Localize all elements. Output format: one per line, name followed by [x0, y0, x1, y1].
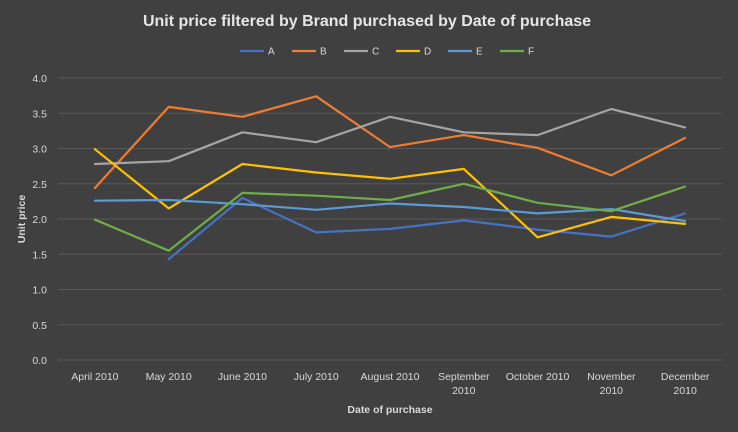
series-line-a — [167, 196, 687, 261]
legend-item-c: C — [344, 47, 379, 58]
legend-label: E — [476, 47, 483, 58]
y-tick-label: 0.0 — [32, 355, 47, 367]
x-axis-ticks: April 2010 May 2010 June 2010 July 2010 Augu… — [71, 371, 710, 397]
y-tick-label: 3.0 — [32, 144, 47, 156]
x-axis-title: Date of purchase — [347, 404, 432, 416]
y-tick-label: 2.0 — [32, 214, 47, 226]
y-tick-label: 1.0 — [32, 285, 47, 297]
x-tick-label: October 2010 — [506, 371, 570, 383]
x-tick-label: July 2010 — [294, 371, 339, 383]
series-line-f — [93, 182, 687, 252]
legend-item-b: B — [292, 47, 327, 58]
legend-item-f: F — [500, 47, 534, 58]
series-line-d — [93, 148, 687, 239]
legend-item-d: D — [396, 47, 431, 58]
legend-item-a: A — [240, 47, 275, 58]
x-tick-label: May 2010 — [146, 371, 192, 383]
x-tick-label: September 2010 — [438, 371, 490, 397]
x-tick-label: December 2010 — [661, 371, 710, 397]
y-axis-ticks: 0.0 0.5 1.0 1.5 2.0 2.5 3.0 3.5 4.0 — [32, 73, 47, 367]
gridlines — [58, 77, 722, 361]
legend-label: F — [528, 47, 534, 58]
x-tick-label: June 2010 — [218, 371, 267, 383]
x-tick-label: April 2010 — [71, 371, 118, 383]
series-line-e — [93, 198, 687, 223]
y-tick-label: 0.5 — [32, 320, 47, 332]
x-tick-label: August 2010 — [361, 371, 420, 383]
series-lines — [93, 95, 687, 261]
legend-label: D — [424, 47, 431, 58]
y-tick-label: 3.5 — [32, 108, 47, 120]
legend: A B C D E F — [240, 47, 534, 58]
y-axis-title: Unit price — [16, 195, 28, 244]
legend-label: B — [320, 47, 327, 58]
series-line-b — [93, 95, 687, 190]
y-tick-label: 4.0 — [32, 73, 47, 85]
legend-label: C — [372, 47, 379, 58]
legend-item-e: E — [448, 47, 483, 58]
series-line-c — [93, 107, 687, 166]
legend-label: A — [268, 47, 275, 58]
chart-title: Unit price filtered by Brand purchased b… — [143, 13, 591, 30]
x-tick-label: November 2010 — [587, 371, 636, 397]
y-tick-label: 1.5 — [32, 249, 47, 261]
y-tick-label: 2.5 — [32, 179, 47, 191]
